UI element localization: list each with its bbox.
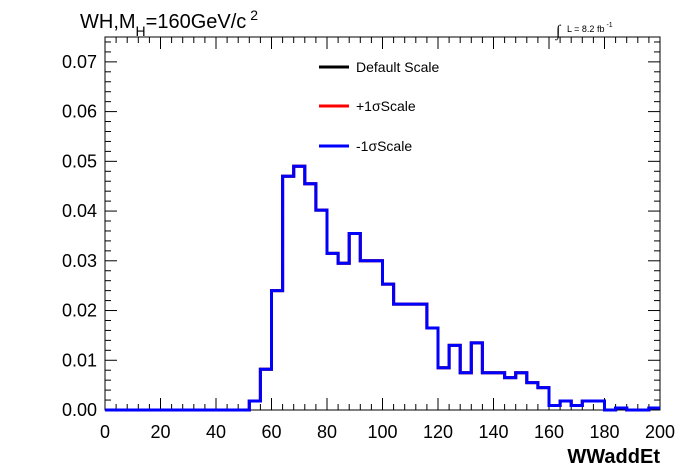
- x-tick-label: 180: [589, 422, 619, 442]
- legend-label-minus-sigma: -1σScale: [356, 138, 412, 154]
- chart-title: WH,MH=160GeV/c 2: [80, 7, 258, 39]
- x-tick-label: 80: [317, 422, 337, 442]
- plot-frame: [104, 36, 661, 411]
- y-tick-label: 0.04: [62, 201, 97, 221]
- x-tick-label: 120: [423, 422, 453, 442]
- x-tick-label: 40: [206, 422, 226, 442]
- legend: Default Scale +1σScale -1σScale: [319, 59, 439, 154]
- y-tick-label: 0.01: [62, 350, 97, 370]
- series-default-scale: [105, 164, 660, 412]
- series-minus-sigma-scale: [105, 164, 660, 412]
- x-tick-label: 20: [150, 422, 170, 442]
- x-tick-label: 140: [478, 422, 508, 442]
- x-tick-label: 100: [367, 422, 397, 442]
- series-plus-sigma-scale: [105, 164, 660, 412]
- x-axis-label: WWaddEt: [567, 446, 660, 468]
- y-tick-label: 0.00: [62, 400, 97, 420]
- y-tick-label: 0.02: [62, 301, 97, 321]
- svg-text:L = 8.2 fb-1: L = 8.2 fb -1: [567, 22, 613, 34]
- integral-sign: ∫: [555, 23, 562, 41]
- x-tick-label: 200: [645, 422, 675, 442]
- series-layer: [105, 164, 660, 412]
- luminosity-label: ∫ L = 8.2 fb -1: [555, 22, 613, 41]
- y-tick-label: 0.03: [62, 251, 97, 271]
- y-tick-label: 0.05: [62, 151, 97, 171]
- y-tick-label: 0.07: [62, 52, 97, 72]
- axes: 0 20 40 60 80 100 120 140 160 180 200 0.00 0.01 0.02 0…: [62, 37, 675, 442]
- legend-label-plus-sigma: +1σScale: [356, 98, 416, 114]
- x-tick-label: 160: [534, 422, 564, 442]
- x-tick-label: 0: [100, 422, 110, 442]
- x-tick-label: 60: [261, 422, 281, 442]
- y-tick-label: 0.06: [62, 102, 97, 122]
- legend-label-default: Default Scale: [356, 59, 439, 75]
